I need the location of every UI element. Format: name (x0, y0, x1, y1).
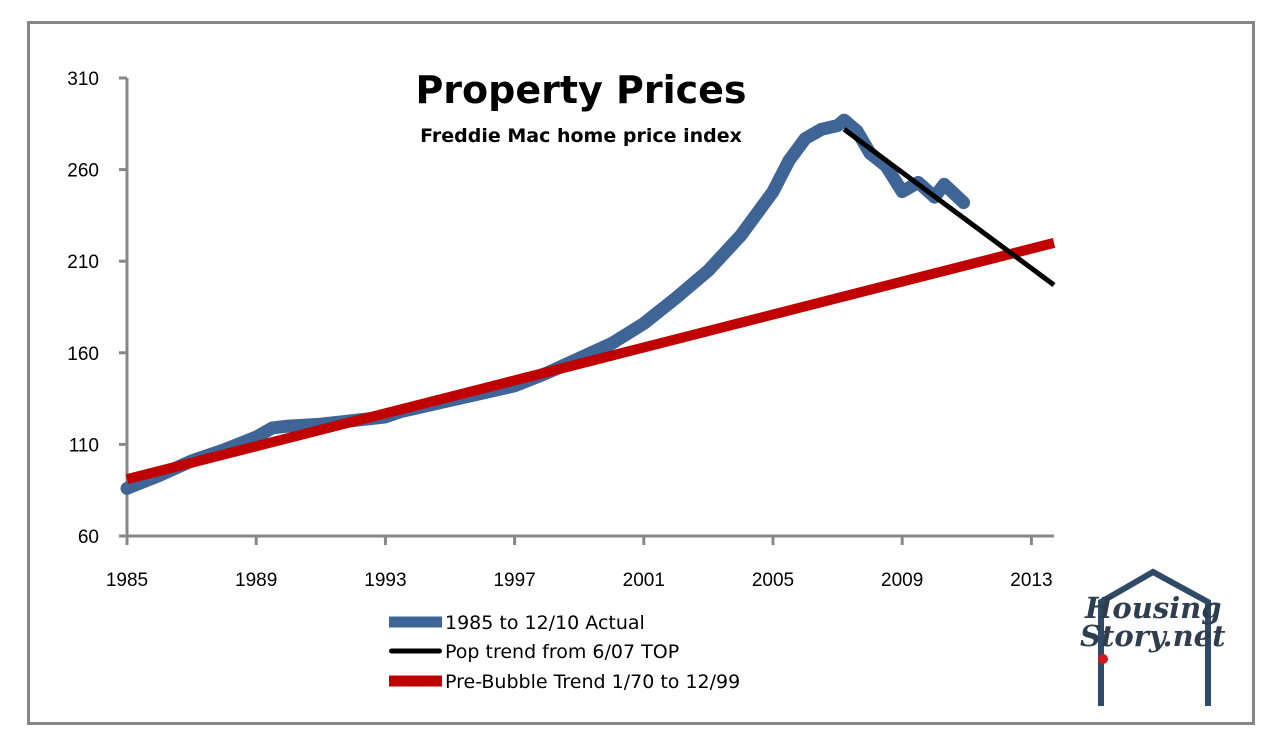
legend-label-1: Pop trend from 6/07 TOP (445, 641, 679, 663)
series-line-2 (125, 238, 1056, 485)
chart-subtitle: Freddie Mac home price index (420, 125, 742, 147)
housingstory-logo: Housing Story.net (1080, 568, 1226, 706)
house-outline-icon (1098, 568, 1211, 706)
x-tick-label: 1997 (493, 570, 535, 591)
series-line-0 (120, 113, 971, 495)
x-tick-label: 1989 (235, 570, 277, 591)
x-tick-label: 2001 (623, 570, 665, 591)
legend-label-0: 1985 to 12/10 Actual (445, 612, 645, 634)
chart-title: Property Prices (415, 68, 746, 112)
legend-swatch-0 (389, 616, 442, 628)
chart-frame (27, 21, 1255, 725)
x-tick-label: 1993 (364, 570, 406, 591)
plot-area: 60 110 160 210 260 310 1985 1989 1993 1997 2001 200… (67, 69, 1056, 591)
y-tick-label: 160 (67, 344, 99, 365)
x-tick-label: 2009 (881, 570, 923, 591)
x-tick-label: 2013 (1010, 570, 1052, 591)
logo-text-line2: Story.net (1080, 619, 1226, 653)
legend: 1985 to 12/10 Actual Pop trend from 6/07 … (389, 612, 740, 693)
legend-label-2: Pre-Bubble Trend 1/70 to 12/99 (445, 671, 740, 693)
y-tick-label: 60 (78, 527, 99, 548)
x-tick-label: 1985 (106, 570, 148, 591)
legend-swatch-1 (389, 648, 442, 654)
x-tick-label: 2005 (752, 570, 794, 591)
y-tick-label: 310 (67, 69, 99, 90)
series-line-1 (842, 127, 1056, 288)
y-tick-label: 110 (69, 435, 99, 456)
logo-red-dot-icon (1098, 654, 1108, 664)
logo-text-line1: Housing (1084, 591, 1222, 625)
y-tick-label: 210 (67, 252, 99, 273)
y-tick-label: 260 (67, 161, 99, 182)
legend-swatch-2 (389, 675, 442, 687)
